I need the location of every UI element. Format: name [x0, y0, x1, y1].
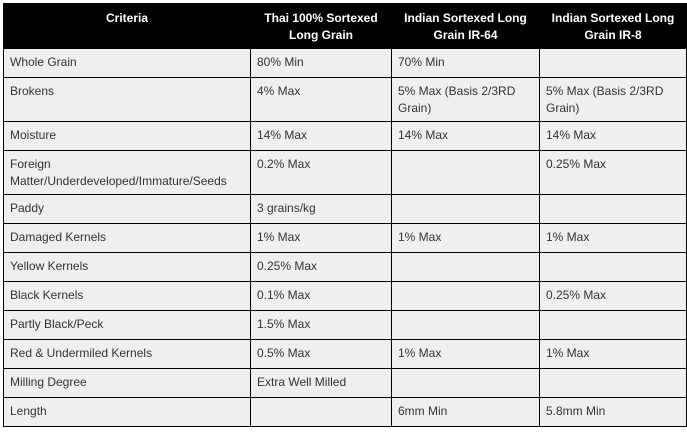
table-row: Red & Undermiled Kernels 0.5% Max 1% Max… — [3, 339, 687, 369]
criteria-cell: Paddy — [3, 194, 251, 224]
ir8-cell — [539, 310, 687, 340]
table-row: Moisture 14% Max 14% Max 14% Max — [3, 121, 687, 151]
table-row: Paddy 3 grains/kg — [3, 194, 687, 224]
table-row: Milling Degree Extra Well Milled — [3, 368, 687, 398]
ir64-cell: 1% Max — [391, 223, 540, 253]
table-row: Partly Black/Peck 1.5% Max — [3, 310, 687, 340]
thai-cell: 1.5% Max — [250, 310, 392, 340]
criteria-cell: Red & Undermiled Kernels — [3, 339, 251, 369]
criteria-cell: Black Kernels — [3, 281, 251, 311]
criteria-cell: Yellow Kernels — [3, 252, 251, 282]
table-row: Damaged Kernels 1% Max 1% Max 1% Max — [3, 223, 687, 253]
thai-cell: Extra Well Milled — [250, 368, 392, 398]
ir64-cell — [391, 281, 540, 311]
ir8-cell — [539, 368, 687, 398]
criteria-cell: Moisture — [3, 121, 251, 151]
ir64-cell: 5% Max (Basis 2/3RD Grain) — [391, 77, 540, 122]
ir8-cell: 0.25% Max — [539, 150, 687, 195]
header-thai-100-sortexed: Thai 100% Sortexed Long Grain — [250, 3, 392, 49]
thai-cell: 1% Max — [250, 223, 392, 253]
header-indian-ir-8: Indian Sortexed Long Grain IR-8 — [539, 3, 687, 49]
ir8-cell: 5.8mm Min — [539, 397, 687, 427]
thai-cell: 4% Max — [250, 77, 392, 122]
thai-cell: 0.25% Max — [250, 252, 392, 282]
thai-cell: 0.5% Max — [250, 339, 392, 369]
table-row: Foreign Matter/Underdeveloped/Immature/S… — [3, 150, 687, 195]
ir8-cell: 0.25% Max — [539, 281, 687, 311]
criteria-cell: Brokens — [3, 77, 251, 122]
ir8-cell — [539, 194, 687, 224]
criteria-cell: Damaged Kernels — [3, 223, 251, 253]
ir8-cell: 1% Max — [539, 223, 687, 253]
ir64-cell: 6mm Min — [391, 397, 540, 427]
table-row: Yellow Kernels 0.25% Max — [3, 252, 687, 282]
thai-cell: 3 grains/kg — [250, 194, 392, 224]
thai-cell: 14% Max — [250, 121, 392, 151]
ir8-cell: 14% Max — [539, 121, 687, 151]
criteria-cell: Whole Grain — [3, 48, 251, 78]
ir8-cell: 1% Max — [539, 339, 687, 369]
header-indian-ir-64: Indian Sortexed Long Grain IR-64 — [391, 3, 540, 49]
rice-specification-table: Criteria Thai 100% Sortexed Long Grain I… — [3, 3, 687, 427]
ir64-cell — [391, 310, 540, 340]
ir64-cell — [391, 368, 540, 398]
header-criteria: Criteria — [3, 3, 251, 49]
thai-cell: 0.2% Max — [250, 150, 392, 195]
ir64-cell — [391, 252, 540, 282]
thai-cell — [250, 397, 392, 427]
criteria-cell: Foreign Matter/Underdeveloped/Immature/S… — [3, 150, 251, 195]
thai-cell: 80% Min — [250, 48, 392, 78]
ir64-cell: 14% Max — [391, 121, 540, 151]
table-row: Length 6mm Min 5.8mm Min — [3, 397, 687, 427]
criteria-cell: Milling Degree — [3, 368, 251, 398]
criteria-cell: Length — [3, 397, 251, 427]
ir8-cell: 5% Max (Basis 2/3RD Grain) — [539, 77, 687, 122]
thai-cell: 0.1% Max — [250, 281, 392, 311]
ir8-cell — [539, 252, 687, 282]
ir64-cell — [391, 194, 540, 224]
table-row: Whole Grain 80% Min 70% Min — [3, 48, 687, 78]
ir64-cell — [391, 150, 540, 195]
table-row: Black Kernels 0.1% Max 0.25% Max — [3, 281, 687, 311]
ir8-cell — [539, 48, 687, 78]
header-row: Criteria Thai 100% Sortexed Long Grain I… — [3, 3, 687, 49]
table-row: Brokens 4% Max 5% Max (Basis 2/3RD Grain… — [3, 77, 687, 122]
criteria-cell: Partly Black/Peck — [3, 310, 251, 340]
ir64-cell: 70% Min — [391, 48, 540, 78]
ir64-cell: 1% Max — [391, 339, 540, 369]
